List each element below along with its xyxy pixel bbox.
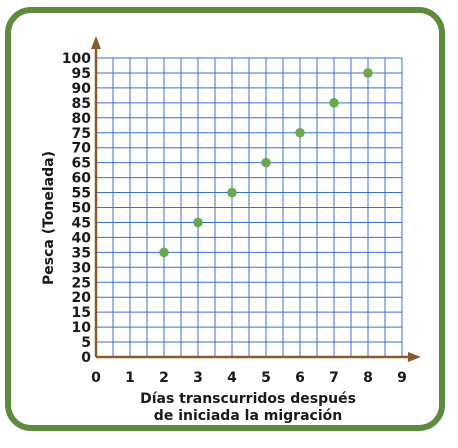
x-tick-label: 8 (363, 370, 373, 386)
y-tick-label: 10 (72, 320, 92, 336)
grid-lines (96, 57, 403, 357)
data-point (261, 157, 271, 168)
x-tick-label: 4 (227, 370, 237, 386)
data-point (193, 217, 203, 228)
data-point (159, 247, 169, 258)
x-tick-label: 9 (397, 370, 407, 386)
y-tick-label: 30 (72, 260, 92, 276)
y-axis-arrow (91, 36, 101, 49)
y-tick-label: 0 (81, 350, 91, 366)
data-point (363, 68, 373, 78)
y-tick-label: 100 (62, 51, 91, 67)
tick-labels: 0510152025303540455055606570758085909510… (62, 51, 407, 386)
x-tick-label: 1 (125, 370, 135, 386)
x-tick-label: 2 (159, 370, 169, 386)
y-tick-label: 20 (72, 290, 92, 306)
x-axis-title-line-2: de iniciada la migración (154, 408, 342, 424)
y-tick-label: 50 (72, 201, 92, 217)
x-tick-label: 5 (261, 370, 271, 386)
y-tick-label: 35 (72, 245, 91, 261)
y-tick-label: 25 (72, 275, 91, 291)
y-tick-label: 90 (72, 81, 92, 97)
x-tick-label: 7 (329, 370, 339, 386)
y-tick-label: 40 (72, 230, 92, 246)
y-tick-label: 65 (72, 156, 91, 172)
y-tick-label: 15 (72, 305, 91, 321)
x-tick-label: 3 (193, 370, 203, 386)
x-axis-arrow (408, 352, 421, 362)
x-tick-label: 0 (91, 370, 101, 386)
y-axis-title: Pesca (Tonelada) (41, 151, 57, 285)
y-tick-label: 80 (72, 111, 92, 127)
y-tick-label: 5 (81, 335, 91, 351)
y-tick-label: 70 (72, 141, 92, 157)
x-tick-label: 6 (295, 370, 305, 386)
data-point (329, 98, 339, 108)
y-tick-label: 55 (72, 186, 91, 202)
y-tick-label: 85 (72, 96, 91, 112)
data-point (295, 127, 305, 138)
y-tick-label: 95 (72, 66, 91, 82)
y-tick-label: 75 (72, 126, 91, 142)
data-points (159, 68, 373, 258)
axes (91, 36, 421, 362)
x-axis-title-line-1: Días transcurridos después (140, 391, 356, 407)
y-tick-label: 60 (72, 171, 92, 187)
chart-frame (5, 7, 445, 431)
y-tick-label: 45 (72, 215, 91, 231)
data-point (227, 187, 237, 198)
